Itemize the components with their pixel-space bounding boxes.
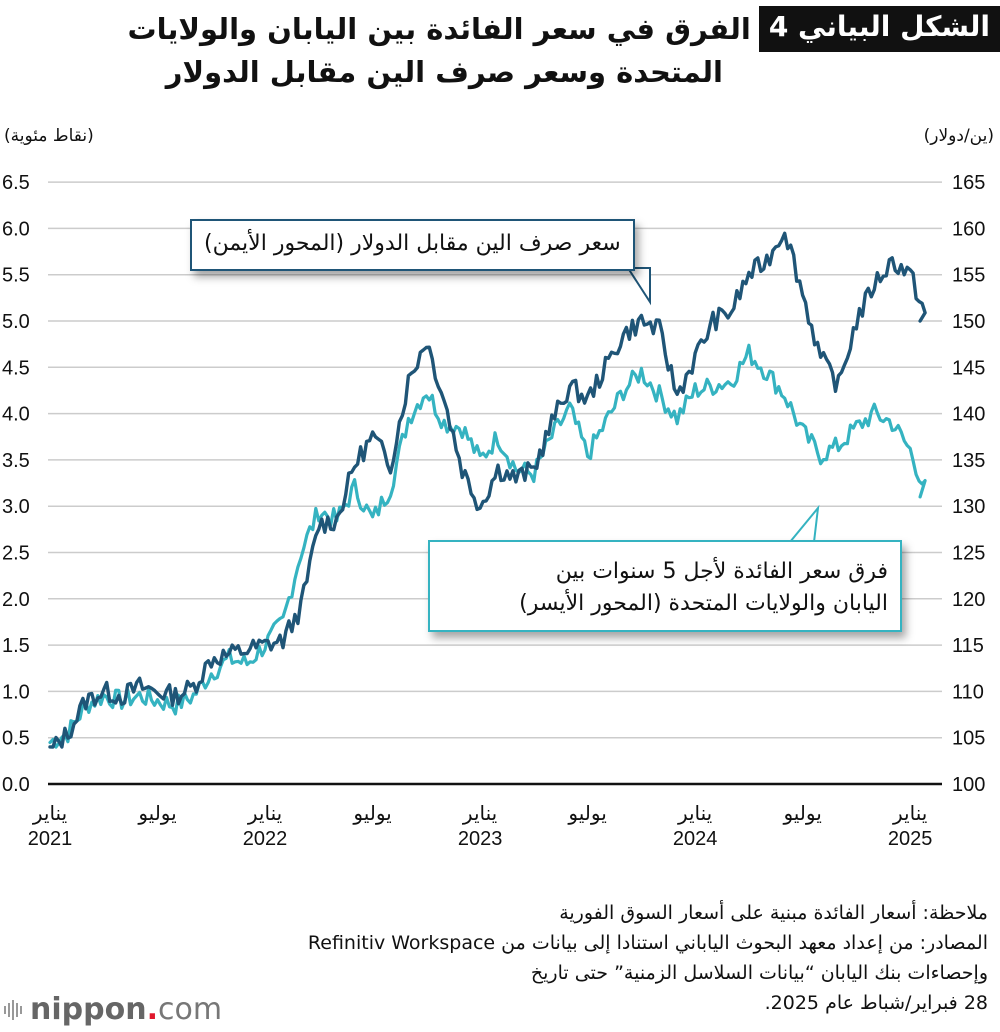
nippon-logo: nippon. com — [4, 992, 222, 1027]
x-tick-month: يوليو — [783, 801, 822, 825]
right-tick-label: 135 — [952, 450, 985, 472]
right-tick-label: 150 — [952, 311, 985, 333]
x-tick-label: يناير 2024 — [650, 800, 740, 852]
left-tick-label: 4.5 — [2, 357, 30, 379]
spread-callout-line-2: اليابان والولايات المتحدة (المحور الأيسر… — [519, 591, 888, 616]
right-tick-label: 130 — [952, 496, 985, 518]
left-tick-label: 1.5 — [2, 635, 30, 657]
x-tick-year: 2021 — [27, 828, 73, 850]
left-tick-label: 1.0 — [2, 681, 30, 703]
right-tick-label: 140 — [952, 404, 985, 426]
source-line-3: 28 فبراير/شباط عام 2025. — [764, 992, 988, 1014]
left-axis-unit: (نقاط مئوية) — [4, 126, 94, 146]
right-axis-unit: (ين/دولار) — [923, 126, 994, 146]
right-tick-label: 125 — [952, 543, 985, 565]
x-tick-year: 2022 — [242, 828, 288, 850]
spread-series-callout: فرق سعر الفائدة لأجل 5 سنوات بين اليابان… — [428, 540, 902, 632]
x-tick-year: 2023 — [457, 828, 503, 850]
yen-callout-pointer — [626, 267, 651, 306]
yen-series-callout: سعر صرف الين مقابل الدولار (المحور الأيم… — [190, 219, 635, 271]
x-tick-label: يناير 2023 — [435, 800, 525, 852]
right-tick-label: 120 — [952, 589, 985, 611]
x-tick-label: يوليو — [328, 800, 418, 826]
logo-dot: . — [146, 992, 158, 1027]
x-tick-year: 2025 — [887, 828, 933, 850]
left-tick-label: 5.5 — [2, 265, 30, 287]
x-tick-label: يناير 2025 — [865, 800, 955, 852]
left-tick-label: 3.0 — [2, 496, 30, 518]
yen-series-line — [48, 231, 927, 749]
logo-bars-icon — [4, 999, 22, 1020]
x-tick-month: يوليو — [353, 801, 392, 825]
line-chart: 6.5 6.0 5.5 5.0 4.5 4.0 3.5 3.0 2.5 2.0 1.5 1.0 0.5 0… — [2, 172, 985, 796]
source-line-1: المصادر: من إعداد معهد البحوث الياباني ا… — [307, 932, 988, 954]
right-tick-label: 145 — [952, 357, 985, 379]
logo-brand: nippon — [30, 992, 147, 1027]
left-tick-label: 6.5 — [2, 172, 30, 194]
left-tick-label: 2.5 — [2, 543, 30, 565]
right-tick-label: 165 — [952, 172, 985, 194]
chart-notes: ملاحظة: أسعار الفائدة مبنية على أسعار ال… — [108, 898, 988, 1018]
x-tick-month: يناير — [32, 801, 68, 825]
x-tick-label: يناير 2021 — [5, 800, 95, 852]
spread-series-line — [48, 343, 927, 749]
x-tick-month: يوليو — [568, 801, 607, 825]
left-tick-label: 6.0 — [2, 218, 30, 240]
x-tick-month: يناير — [677, 801, 713, 825]
x-tick-month: يناير — [247, 801, 283, 825]
spread-callout-line-1: فرق سعر الفائدة لأجل 5 سنوات بين — [555, 559, 888, 584]
x-tick-month: يناير — [462, 801, 498, 825]
title-line-1: الشكل البياني 4 الفرق في سعر الفائدة بين… — [127, 6, 1000, 52]
right-tick-label: 115 — [952, 635, 984, 657]
right-tick-label: 105 — [952, 728, 985, 750]
left-tick-label: 3.5 — [2, 450, 30, 472]
x-tick-year: 2024 — [672, 828, 718, 850]
left-tick-label: 0.0 — [2, 774, 30, 796]
source-line-2: وإحصاءات بنك اليابان “بيانات السلاسل الز… — [530, 962, 988, 984]
left-tick-label: 5.0 — [2, 311, 30, 333]
title-text-1: الفرق في سعر الفائدة بين اليابان والولاي… — [127, 12, 751, 46]
left-tick-label: 4.0 — [2, 404, 30, 426]
x-tick-label: يوليو — [543, 800, 633, 826]
figure-label: الشكل البياني 4 — [758, 6, 1000, 52]
right-tick-label: 100 — [952, 774, 985, 796]
right-tick-label: 155 — [952, 265, 985, 287]
right-axis-ticks: 165 160 155 150 145 140 135 130 125 120 115 110 105 1… — [952, 172, 985, 796]
note-text: ملاحظة: أسعار الفائدة مبنية على أسعار ال… — [559, 902, 988, 924]
title-line-2: المتحدة وسعر صرف الين مقابل الدولار — [165, 55, 723, 89]
spread-callout-pointer — [787, 504, 820, 543]
yen-callout-text: سعر صرف الين مقابل الدولار (المحور الأيم… — [204, 231, 621, 256]
x-tick-label: يناير 2022 — [220, 800, 310, 852]
right-tick-label: 160 — [952, 218, 985, 240]
x-tick-month: يناير — [893, 801, 928, 825]
x-tick-label: يوليو — [113, 800, 203, 826]
logo-tld: com — [157, 992, 223, 1027]
x-tick-month: يوليو — [138, 801, 177, 825]
left-axis-ticks: 6.5 6.0 5.5 5.0 4.5 4.0 3.5 3.0 2.5 2.0 1.5 1.0 0.5 0… — [2, 172, 30, 796]
x-tick-label: يوليو — [758, 800, 848, 826]
right-tick-label: 110 — [952, 681, 984, 703]
left-tick-label: 2.0 — [2, 589, 30, 611]
left-tick-label: 0.5 — [2, 728, 30, 750]
